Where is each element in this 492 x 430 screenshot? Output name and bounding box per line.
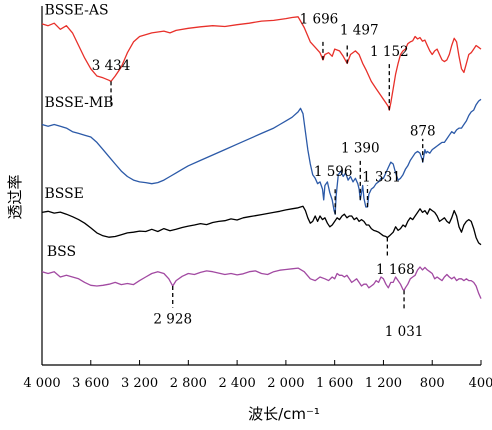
x-tick-label-3-600: 3 600 xyxy=(72,376,109,391)
peak-label-3-434: 3 434 xyxy=(92,58,131,74)
y-axis-title: 透过率 xyxy=(6,174,24,219)
x-axis-title: 波长/cm⁻¹ xyxy=(248,405,320,423)
x-tick-label-3-200: 3 200 xyxy=(121,376,158,391)
series-label-bsse-mb: BSSE-MB xyxy=(44,95,113,111)
x-tick-label-1-200: 1 200 xyxy=(365,376,402,391)
series-line-bss xyxy=(41,266,482,299)
peak-label-1-152: 1 152 xyxy=(370,44,409,60)
series-label-bsse-as: BSSE-AS xyxy=(44,3,108,19)
x-ticks: 4 000 3 600 3 200 2 800 2 400 2 000 1 600 1 200… xyxy=(23,360,492,391)
peak-label-2-928: 2 928 xyxy=(153,311,192,327)
peak-label-1-331: 1 331 xyxy=(362,170,401,186)
series-label-bsse: BSSE xyxy=(44,186,83,202)
peak-label-878: 878 xyxy=(410,124,436,140)
series-line-bsse-mb xyxy=(41,98,482,215)
series-layer xyxy=(41,16,482,299)
x-tick-label-400: 400 xyxy=(469,376,492,391)
x-tick-label-2-000: 2 000 xyxy=(267,376,304,391)
peak-label-1-390: 1 390 xyxy=(341,140,380,156)
series-label-bss: BSS xyxy=(47,244,76,260)
x-tick-label-4-000: 4 000 xyxy=(23,376,60,391)
series-labels: BSSE-AS BSSE-MB BSSE BSS xyxy=(44,3,113,261)
x-tick-label-2-800: 2 800 xyxy=(170,376,207,391)
peak-label-1-696: 1 696 xyxy=(300,12,339,28)
peak-label-1-168: 1 168 xyxy=(376,262,415,278)
peak-label-1-031: 1 031 xyxy=(385,324,424,340)
series-line-bsse-as xyxy=(41,16,482,111)
x-tick-label-1-600: 1 600 xyxy=(316,376,353,391)
x-tick-label-2-400: 2 400 xyxy=(219,376,256,391)
axes xyxy=(41,6,481,366)
x-tick-label-800: 800 xyxy=(420,376,445,391)
series-line-bsse xyxy=(41,205,482,246)
peak-label-1-497: 1 497 xyxy=(340,22,379,38)
peak-label-1-596: 1 596 xyxy=(314,164,353,180)
